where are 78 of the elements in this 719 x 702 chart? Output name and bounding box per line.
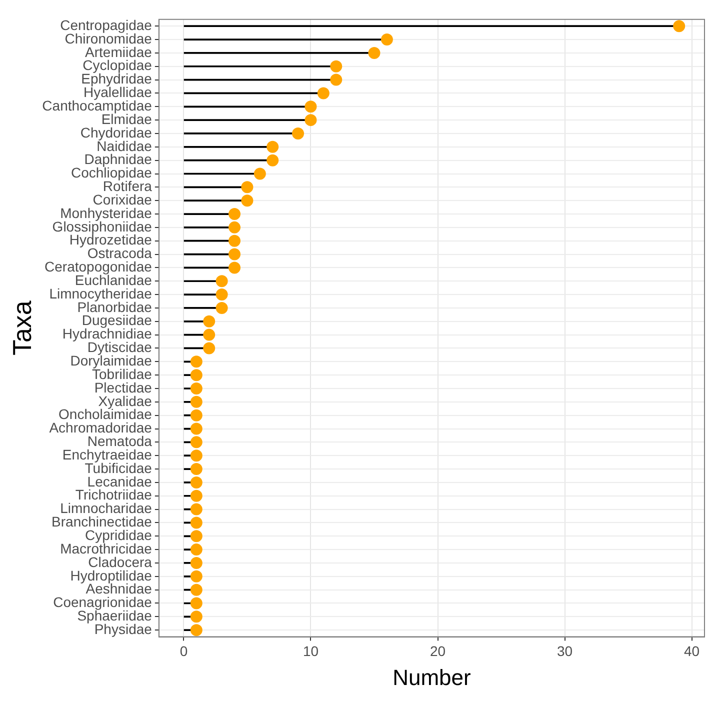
y-tick-label: Trichotriidae bbox=[75, 486, 152, 503]
y-tick-label: Plectidae bbox=[94, 379, 152, 396]
point bbox=[190, 436, 202, 448]
y-tick-label: Limnocytheridae bbox=[49, 285, 152, 302]
point bbox=[228, 234, 241, 247]
y-tick-label: Aeshnidae bbox=[86, 580, 152, 597]
point bbox=[190, 369, 202, 382]
y-tick-label: Centropagidae bbox=[60, 16, 152, 33]
point bbox=[216, 302, 228, 314]
y-tick-label: Hydrozetidae bbox=[69, 232, 152, 248]
point bbox=[190, 476, 202, 488]
x-tick-label: 10 bbox=[302, 643, 319, 660]
point bbox=[330, 74, 342, 86]
x-tick-label: 40 bbox=[684, 643, 700, 660]
point bbox=[190, 597, 202, 610]
point bbox=[317, 87, 330, 100]
point bbox=[190, 396, 202, 408]
point bbox=[380, 34, 393, 46]
y-tick-label: Coenagrionidae bbox=[53, 594, 152, 610]
x-tick-label: 0 bbox=[180, 643, 188, 660]
point bbox=[190, 422, 202, 435]
point bbox=[368, 46, 380, 59]
point bbox=[190, 530, 202, 542]
y-tick-label: Xyalidae bbox=[98, 392, 152, 409]
y-tick-label: Cochliopidae bbox=[70, 164, 152, 181]
y-tick-label: Monhysteridae bbox=[60, 204, 152, 221]
point bbox=[228, 248, 241, 260]
point bbox=[190, 556, 202, 569]
y-tick-label: Chydoridae bbox=[80, 124, 152, 140]
point bbox=[190, 463, 202, 476]
point bbox=[190, 570, 202, 582]
y-tick-label: Hydroptilidae bbox=[70, 567, 152, 584]
point bbox=[190, 610, 202, 623]
y-tick-label: Dytiscidae bbox=[87, 339, 152, 356]
y-tick-label: Limnocharidae bbox=[60, 500, 152, 516]
y-tick-label: Ostracoda bbox=[87, 245, 152, 262]
point bbox=[292, 127, 304, 140]
y-tick-label: Lecanidae bbox=[87, 473, 152, 490]
point bbox=[254, 168, 266, 180]
y-axis-title: Taxa bbox=[6, 300, 37, 356]
point bbox=[203, 328, 216, 341]
y-tick-label: Daphnidae bbox=[84, 151, 152, 168]
point bbox=[304, 114, 317, 126]
point bbox=[190, 409, 202, 422]
y-tick-label: Physidae bbox=[94, 620, 152, 637]
point bbox=[190, 450, 202, 462]
y-tick-label: Elmidae bbox=[101, 110, 152, 127]
point bbox=[190, 544, 202, 556]
y-tick-label: Cladocera bbox=[88, 554, 152, 570]
y-tick-label: Achromadoridae bbox=[49, 420, 152, 436]
point bbox=[190, 503, 202, 516]
point bbox=[216, 275, 228, 288]
x-tick-label: 20 bbox=[430, 643, 446, 660]
x-axis-title: Number bbox=[392, 664, 471, 690]
point bbox=[190, 490, 202, 502]
point bbox=[228, 221, 241, 234]
y-tick-label: Dugesiidae bbox=[82, 312, 152, 328]
point bbox=[190, 382, 202, 394]
point bbox=[190, 584, 202, 596]
x-tick-label: 30 bbox=[556, 643, 573, 660]
point bbox=[216, 288, 228, 301]
point bbox=[266, 154, 279, 166]
point bbox=[190, 356, 202, 368]
point bbox=[190, 516, 202, 529]
point bbox=[190, 624, 202, 636]
point bbox=[203, 342, 216, 354]
point bbox=[330, 60, 342, 72]
point bbox=[228, 208, 241, 220]
point bbox=[304, 100, 317, 113]
point bbox=[241, 181, 254, 194]
y-tick-label: Cyclopidae bbox=[82, 57, 152, 74]
point bbox=[673, 20, 686, 32]
point bbox=[228, 262, 241, 274]
y-tick-label: Artemiidae bbox=[85, 44, 152, 60]
point bbox=[203, 315, 216, 328]
point bbox=[241, 194, 254, 207]
point bbox=[266, 140, 279, 153]
y-tick-label: Ceratopogonidae bbox=[44, 258, 152, 275]
